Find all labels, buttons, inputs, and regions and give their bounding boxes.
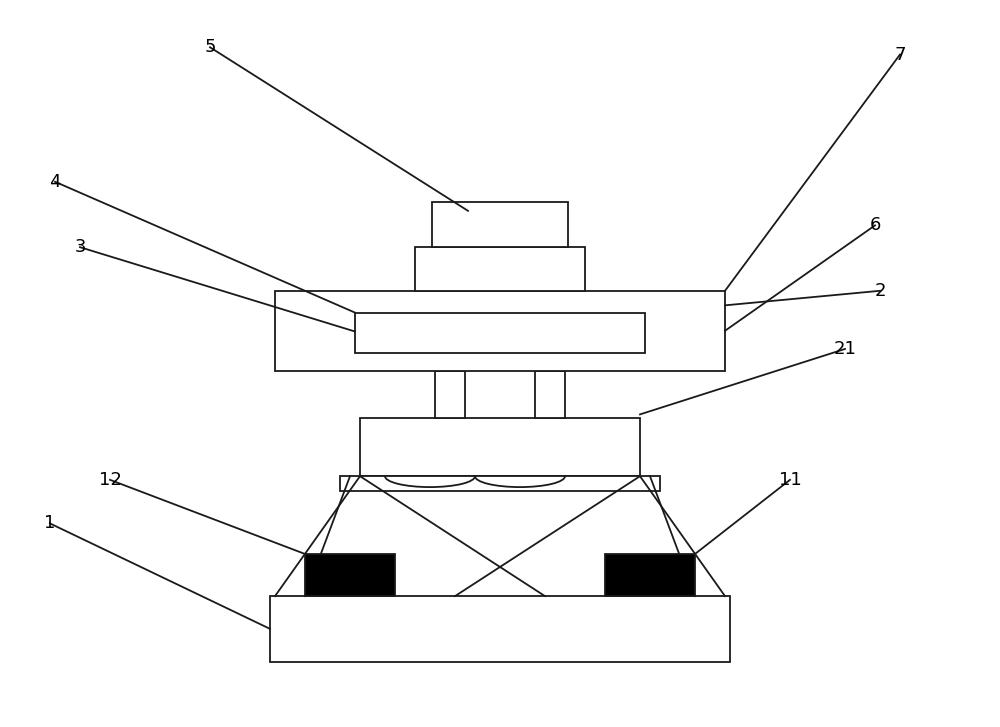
Text: 5: 5 — [204, 39, 216, 56]
Text: 21: 21 — [834, 340, 856, 358]
Text: 3: 3 — [74, 238, 86, 256]
Text: 2: 2 — [874, 282, 886, 300]
Text: 4: 4 — [49, 173, 61, 190]
Bar — [415, 247, 585, 291]
Text: 12: 12 — [99, 471, 121, 489]
Bar — [305, 554, 395, 596]
Bar — [355, 313, 645, 353]
Bar — [432, 202, 568, 247]
Bar — [535, 371, 565, 418]
Text: 6: 6 — [869, 217, 881, 234]
Bar — [270, 596, 730, 662]
Text: 11: 11 — [779, 471, 801, 489]
Bar — [340, 476, 660, 491]
Bar — [435, 371, 465, 418]
Text: 1: 1 — [44, 515, 56, 532]
Bar — [275, 291, 725, 371]
Text: 7: 7 — [894, 46, 906, 63]
Bar — [360, 418, 640, 476]
Bar — [605, 554, 695, 596]
